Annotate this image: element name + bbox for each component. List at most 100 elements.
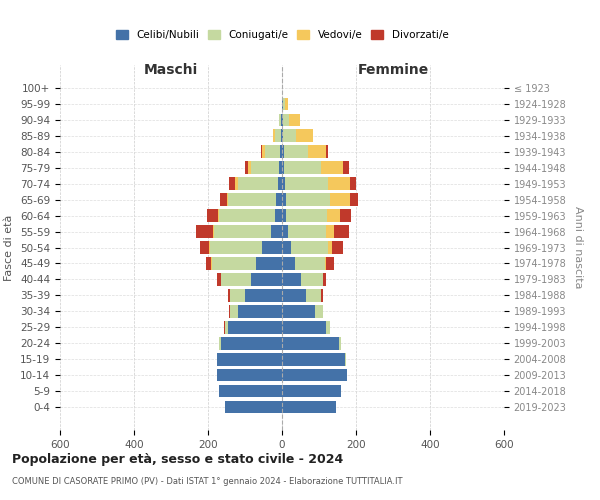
Bar: [284, 162, 321, 174]
Bar: [279, 162, 282, 174]
Bar: [326, 146, 328, 158]
Bar: [328, 242, 332, 254]
Bar: [330, 194, 350, 206]
Bar: [219, 337, 221, 349]
Bar: [283, 130, 296, 142]
Bar: [296, 130, 313, 142]
Bar: [229, 305, 230, 318]
Bar: [340, 210, 351, 222]
Bar: [282, 337, 340, 349]
Bar: [295, 257, 325, 270]
Bar: [238, 305, 282, 318]
Bar: [326, 321, 330, 334]
Bar: [323, 273, 326, 285]
Bar: [328, 178, 350, 190]
Bar: [282, 98, 283, 110]
Bar: [277, 194, 282, 206]
Bar: [214, 226, 271, 238]
Bar: [262, 242, 282, 254]
Bar: [229, 289, 230, 302]
Bar: [321, 289, 323, 302]
Bar: [327, 210, 340, 222]
Bar: [221, 337, 282, 349]
Bar: [282, 130, 283, 142]
Bar: [282, 369, 347, 382]
Bar: [282, 194, 286, 206]
Bar: [282, 257, 295, 270]
Bar: [326, 226, 334, 238]
Bar: [210, 242, 262, 254]
Bar: [326, 257, 334, 270]
Bar: [196, 226, 213, 238]
Bar: [229, 194, 277, 206]
Bar: [219, 210, 275, 222]
Bar: [308, 146, 326, 158]
Bar: [251, 273, 282, 285]
Bar: [275, 130, 281, 142]
Bar: [278, 114, 280, 126]
Bar: [238, 178, 278, 190]
Bar: [229, 321, 282, 334]
Bar: [284, 98, 288, 110]
Bar: [262, 146, 265, 158]
Bar: [284, 146, 308, 158]
Bar: [285, 178, 328, 190]
Bar: [218, 210, 219, 222]
Bar: [212, 257, 256, 270]
Bar: [282, 353, 345, 366]
Bar: [301, 273, 323, 285]
Bar: [230, 289, 245, 302]
Bar: [283, 114, 289, 126]
Bar: [224, 401, 282, 413]
Bar: [282, 114, 283, 126]
Bar: [343, 162, 349, 174]
Bar: [289, 114, 300, 126]
Bar: [286, 194, 330, 206]
Bar: [321, 162, 343, 174]
Bar: [271, 226, 282, 238]
Text: COMUNE DI CASORATE PRIMO (PV) - Dati ISTAT 1° gennaio 2024 - Elaborazione TUTTIT: COMUNE DI CASORATE PRIMO (PV) - Dati IST…: [12, 478, 403, 486]
Bar: [217, 353, 282, 366]
Bar: [248, 162, 251, 174]
Bar: [340, 337, 341, 349]
Bar: [291, 242, 328, 254]
Bar: [282, 242, 291, 254]
Bar: [251, 162, 279, 174]
Bar: [245, 162, 248, 174]
Y-axis label: Fasce di età: Fasce di età: [4, 214, 14, 280]
Bar: [306, 289, 321, 302]
Text: Femmine: Femmine: [358, 62, 428, 76]
Bar: [282, 210, 286, 222]
Bar: [217, 273, 221, 285]
Bar: [332, 242, 343, 254]
Bar: [282, 321, 326, 334]
Bar: [275, 210, 282, 222]
Bar: [282, 401, 335, 413]
Bar: [278, 178, 282, 190]
Bar: [235, 178, 238, 190]
Bar: [221, 273, 251, 285]
Bar: [227, 194, 229, 206]
Bar: [200, 242, 209, 254]
Bar: [281, 114, 282, 126]
Text: Popolazione per età, sesso e stato civile - 2024: Popolazione per età, sesso e stato civil…: [12, 452, 343, 466]
Text: Maschi: Maschi: [144, 62, 198, 76]
Bar: [220, 194, 227, 206]
Bar: [230, 305, 238, 318]
Bar: [280, 146, 282, 158]
Bar: [283, 98, 284, 110]
Bar: [287, 226, 326, 238]
Y-axis label: Anni di nascita: Anni di nascita: [573, 206, 583, 289]
Bar: [350, 194, 358, 206]
Bar: [282, 385, 341, 398]
Bar: [265, 146, 280, 158]
Bar: [334, 226, 349, 238]
Bar: [261, 146, 262, 158]
Bar: [213, 226, 214, 238]
Bar: [273, 130, 274, 142]
Bar: [207, 210, 218, 222]
Bar: [281, 130, 282, 142]
Bar: [256, 257, 282, 270]
Bar: [217, 369, 282, 382]
Bar: [325, 257, 326, 270]
